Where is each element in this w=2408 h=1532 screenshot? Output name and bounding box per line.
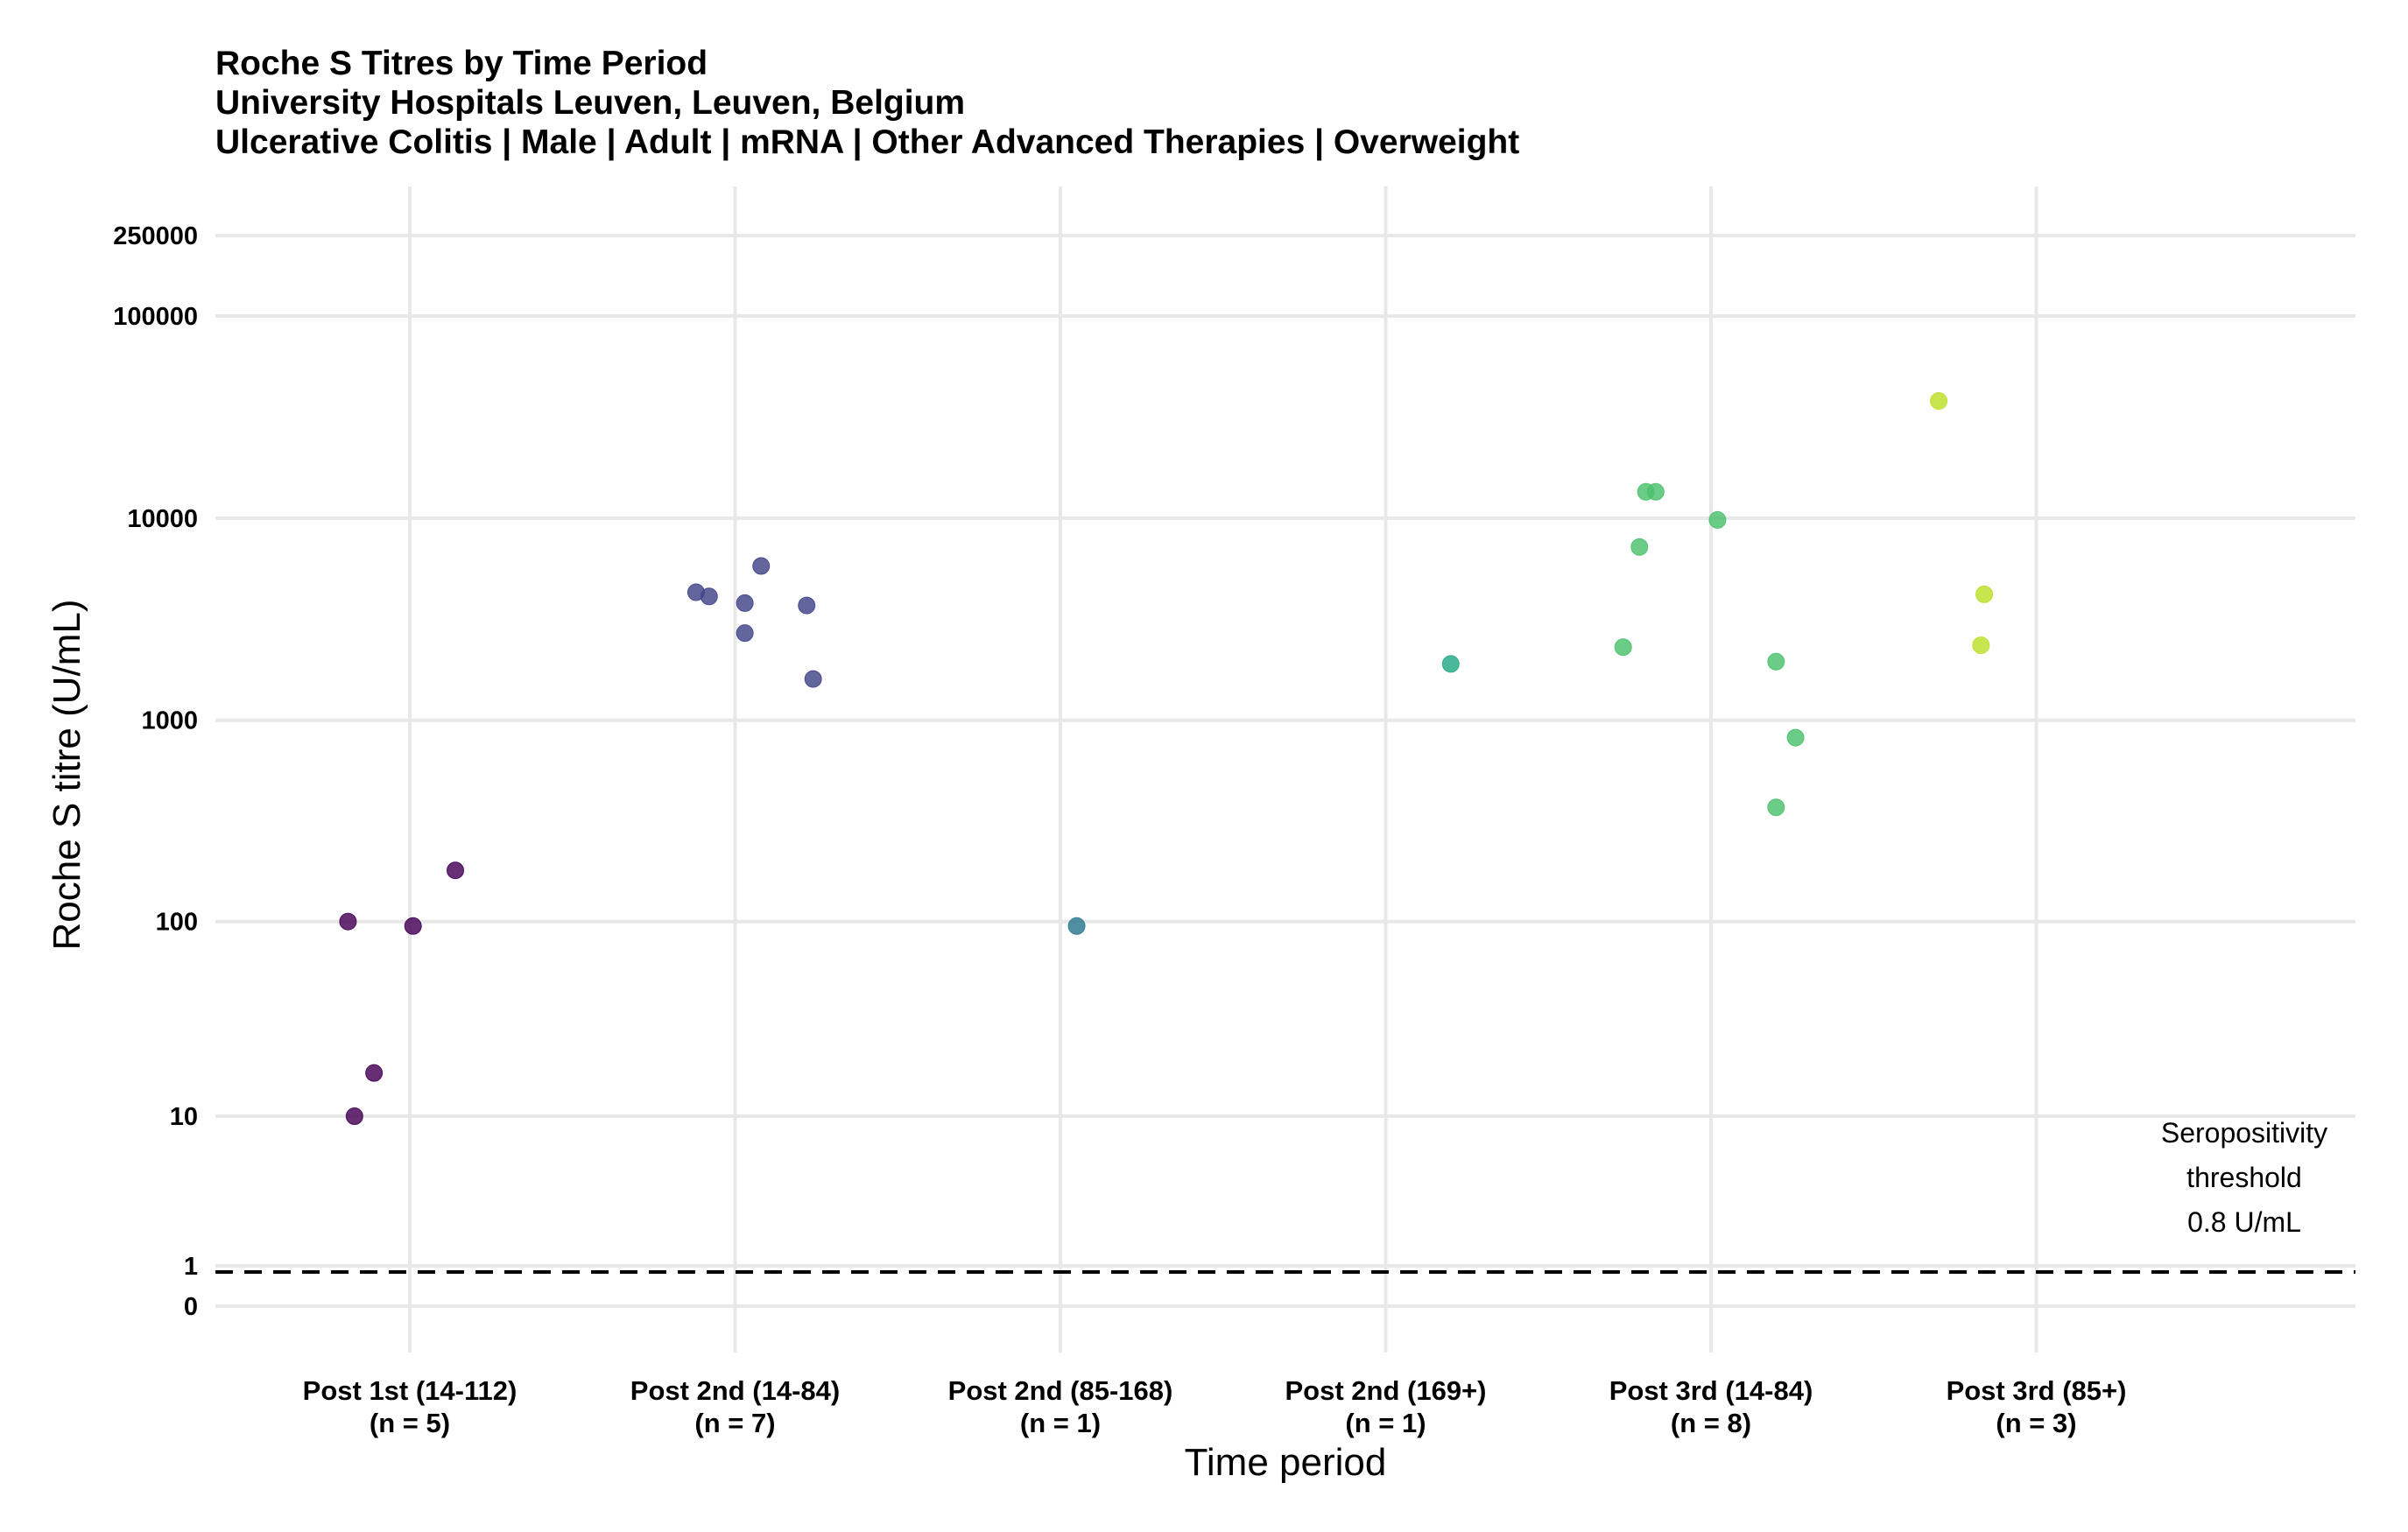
x-tick-label: Post 2nd (169+) xyxy=(1285,1375,1487,1406)
data-point xyxy=(1930,392,1948,411)
data-point xyxy=(736,594,754,612)
x-tick-n-label: (n = 7) xyxy=(694,1408,775,1438)
y-tick-label: 250000 xyxy=(113,222,198,250)
x-tick-n-label: (n = 1) xyxy=(1020,1408,1101,1438)
x-tick-n-label: (n = 1) xyxy=(1345,1408,1426,1438)
x-tick-n-label: (n = 3) xyxy=(1996,1408,2076,1438)
x-tick-label: Post 2nd (85-168) xyxy=(948,1375,1173,1406)
data-point xyxy=(1067,917,1086,935)
data-point xyxy=(736,624,754,643)
threshold-label: threshold xyxy=(2186,1162,2302,1193)
data-point xyxy=(1975,585,1994,603)
data-point xyxy=(798,596,816,615)
data-point xyxy=(700,587,718,606)
data-point xyxy=(1767,798,1785,817)
threshold-label: 0.8 U/mL xyxy=(2187,1206,2301,1238)
y-axis-title: Roche S titre (U/mL) xyxy=(46,600,88,951)
y-tick-label: 1000 xyxy=(141,707,198,735)
chart-titles: Roche S Titres by Time Period University… xyxy=(215,44,1519,162)
x-tick-label: Post 1st (14-112) xyxy=(303,1375,518,1406)
data-point xyxy=(752,557,771,575)
y-tick-label: 100000 xyxy=(113,303,198,331)
threshold-label: Seropositivity xyxy=(2161,1117,2327,1149)
y-tick-label: 10 xyxy=(170,1103,198,1131)
data-point xyxy=(447,861,465,880)
x-axis-tick-labels: Post 1st (14-112)(n = 5) Post 2nd (14-84)… xyxy=(303,1375,2127,1438)
x-axis-title: Time period xyxy=(1185,1441,1387,1484)
data-point xyxy=(404,917,422,935)
data-point xyxy=(1786,728,1805,747)
chart-subtitle-2: Ulcerative Colitis | Male | Adult | mRNA… xyxy=(215,123,1520,161)
data-points xyxy=(339,392,1994,1126)
data-point xyxy=(1630,538,1649,556)
y-axis-tick-labels: 0 1 10 100 1000 10000 100000 250000 xyxy=(113,222,198,1321)
chart-subtitle: University Hospitals Leuven, Leuven, Bel… xyxy=(215,84,966,122)
data-point xyxy=(804,670,822,688)
y-tick-label: 10000 xyxy=(127,505,198,533)
data-point xyxy=(1708,510,1727,529)
data-point xyxy=(1972,636,1990,655)
x-tick-n-label: (n = 5) xyxy=(370,1408,450,1438)
x-tick-n-label: (n = 8) xyxy=(1671,1408,1751,1438)
y-tick-label: 1 xyxy=(184,1253,198,1281)
y-tick-label: 0 xyxy=(184,1293,198,1321)
data-point xyxy=(345,1107,363,1126)
chart-title: Roche S Titres by Time Period xyxy=(215,45,708,82)
y-tick-label: 100 xyxy=(156,909,198,937)
threshold-layer: Seropositivity threshold 0.8 U/mL xyxy=(215,1117,2355,1274)
data-point xyxy=(1614,638,1632,657)
x-tick-label: Post 2nd (14-84) xyxy=(630,1375,840,1406)
data-point xyxy=(1646,482,1665,501)
data-point xyxy=(365,1064,384,1082)
data-point xyxy=(1767,652,1785,671)
x-tick-label: Post 3rd (85+) xyxy=(1947,1375,2127,1406)
data-point xyxy=(1441,655,1460,673)
data-point xyxy=(339,912,357,931)
grid-lines xyxy=(215,186,2355,1353)
x-tick-label: Post 3rd (14-84) xyxy=(1609,1375,1813,1406)
